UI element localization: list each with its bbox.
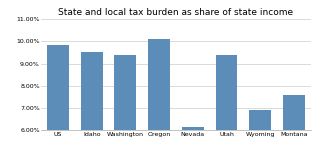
- Bar: [114, 55, 136, 159]
- Title: State and local tax burden as share of state income: State and local tax burden as share of s…: [58, 8, 294, 17]
- Bar: [81, 52, 103, 159]
- Bar: [283, 95, 305, 159]
- Bar: [249, 110, 271, 159]
- Bar: [47, 45, 69, 159]
- Bar: [182, 127, 204, 159]
- Bar: [148, 39, 170, 159]
- Bar: [216, 55, 237, 159]
